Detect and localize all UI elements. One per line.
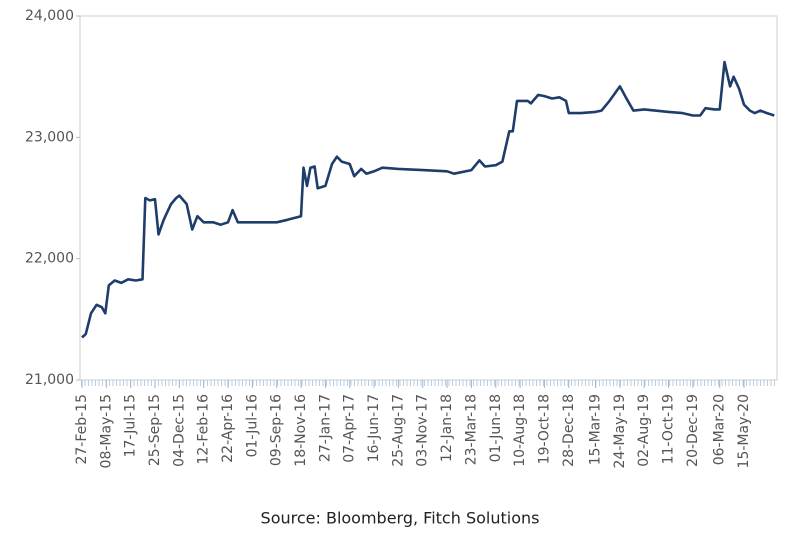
x-tick-label: 15-May-20: [736, 394, 752, 468]
x-tick-label: 01-Jul-16: [244, 394, 260, 457]
x-tick-label: 10-Aug-18: [512, 394, 528, 467]
x-tick-label: 15-Mar-19: [588, 394, 604, 465]
x-tick-label: 23-Mar-18: [463, 394, 479, 465]
x-tick-label: 17-Jul-15: [123, 394, 139, 457]
x-tick-label: 03-Nov-17: [415, 394, 431, 467]
x-tick-label: 28-Dec-18: [561, 394, 577, 467]
x-tick-label: 22-Apr-16: [220, 394, 236, 463]
y-tick-label: 24,000: [25, 8, 74, 24]
x-tick-label: 12-Feb-16: [196, 394, 212, 465]
x-tick-label: 16-Jun-17: [366, 394, 382, 462]
y-tick-label: 21,000: [25, 372, 74, 388]
x-tick-label: 25-Sep-15: [147, 394, 163, 466]
x-tick-label: 19-Oct-18: [536, 394, 552, 464]
x-tick-label: 08-May-15: [98, 394, 114, 468]
x-tick-label: 27-Jan-17: [317, 394, 333, 462]
x-tick-label: 18-Nov-16: [293, 394, 309, 467]
x-tick-label: 01-Jun-18: [488, 394, 504, 462]
x-tick-label: 11-Oct-19: [661, 394, 677, 464]
x-tick-label: 12-Jan-18: [439, 394, 455, 462]
x-tick-label: 20-Dec-19: [685, 394, 701, 467]
source: Source: Bloomberg, Fitch Solutions: [261, 509, 540, 528]
x-tick-label: 24-May-19: [612, 394, 628, 468]
plot-frame: [79, 15, 778, 381]
x-tick-label: 09-Sep-16: [269, 394, 285, 466]
x-tick-label: 04-Dec-15: [171, 394, 187, 467]
x-tick-label: 27-Feb-15: [74, 394, 90, 465]
y-tick-label: 22,000: [25, 251, 74, 267]
x-tick-label: 06-Mar-20: [712, 394, 728, 465]
series-line: [81, 60, 775, 339]
minor-ticks: [80, 380, 777, 386]
x-tick-label: 02-Aug-19: [636, 394, 652, 467]
x-tick-label: 25-Aug-17: [390, 394, 406, 467]
x-tick-label: 07-Apr-17: [342, 394, 358, 463]
y-tick-label: 23,000: [25, 129, 74, 145]
